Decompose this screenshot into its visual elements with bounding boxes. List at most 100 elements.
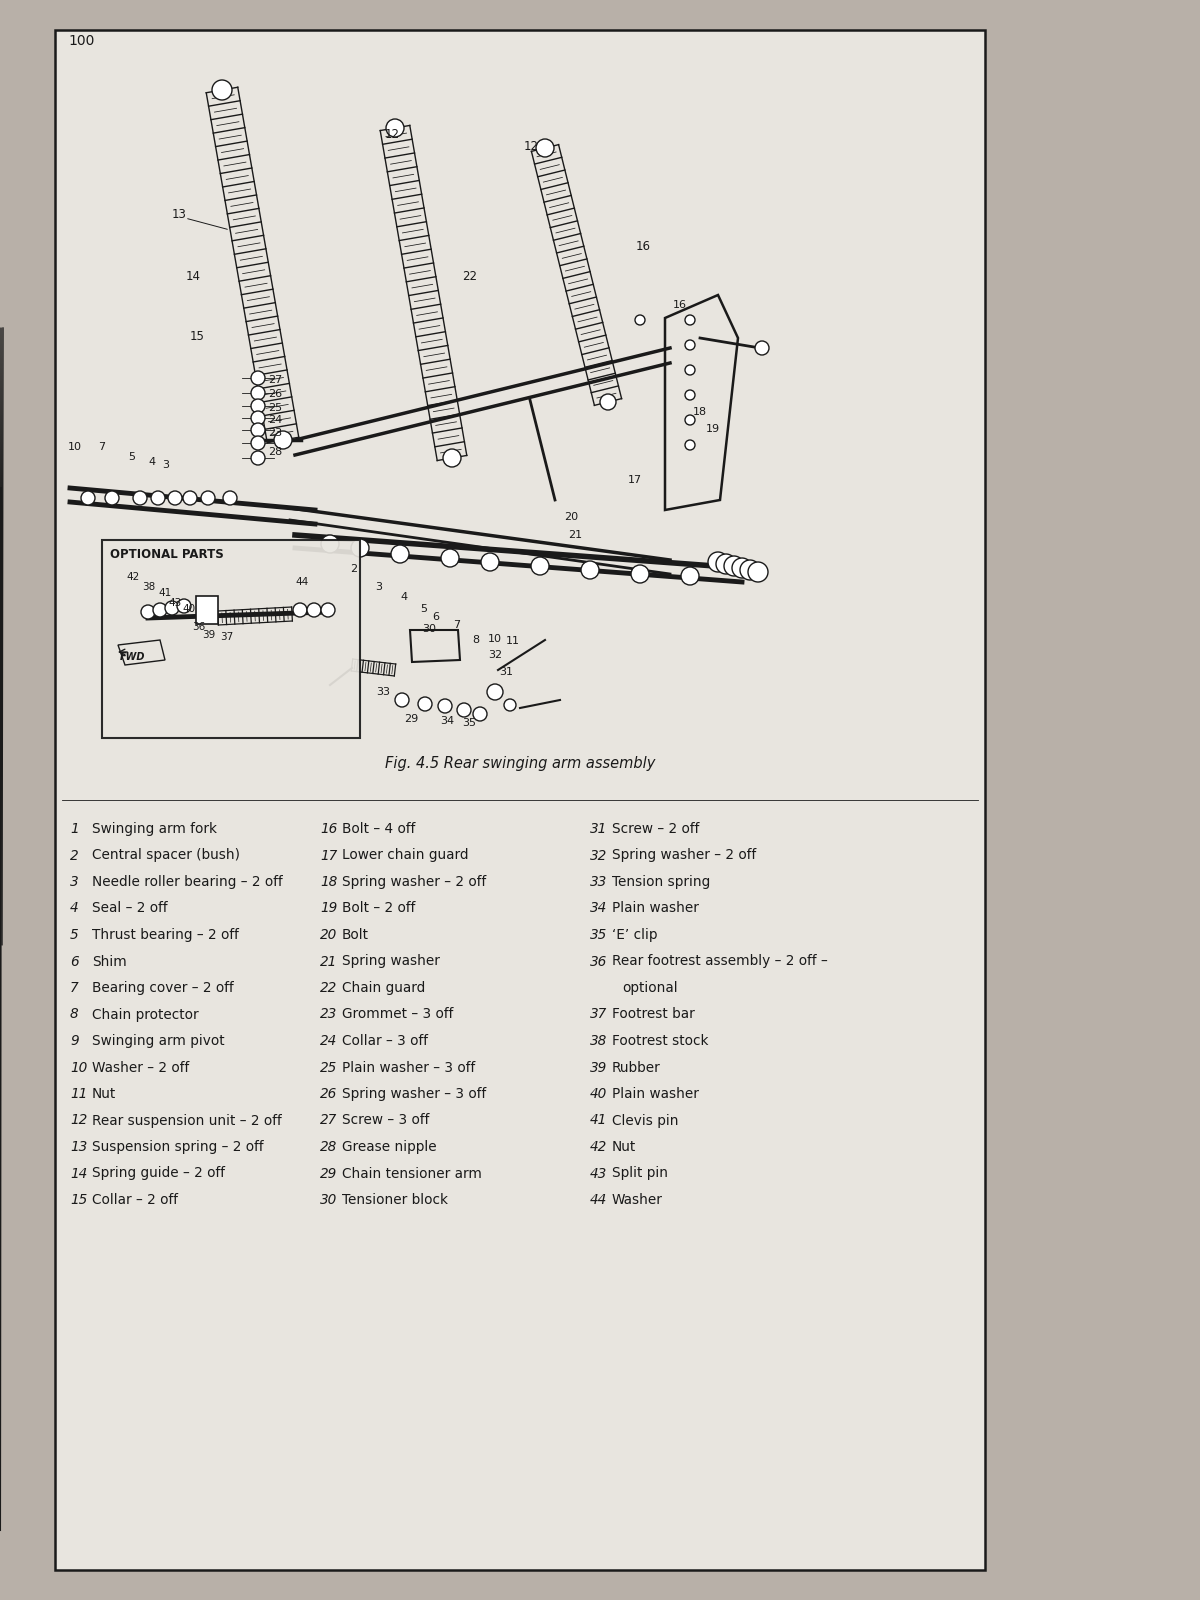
Text: 5: 5 bbox=[70, 928, 79, 942]
Text: 27: 27 bbox=[268, 374, 282, 386]
Circle shape bbox=[251, 451, 265, 466]
Text: 4: 4 bbox=[148, 458, 155, 467]
Text: 29: 29 bbox=[320, 1166, 337, 1181]
Circle shape bbox=[682, 566, 698, 586]
Text: 5: 5 bbox=[420, 603, 427, 614]
Text: 16: 16 bbox=[673, 301, 686, 310]
Text: ‘E’ clip: ‘E’ clip bbox=[612, 928, 658, 942]
Text: 43: 43 bbox=[590, 1166, 607, 1181]
Text: 4: 4 bbox=[400, 592, 407, 602]
Circle shape bbox=[166, 602, 179, 614]
Circle shape bbox=[307, 603, 322, 618]
Circle shape bbox=[352, 539, 370, 557]
Text: Rubber: Rubber bbox=[612, 1061, 661, 1075]
Circle shape bbox=[443, 450, 461, 467]
Text: Grommet – 3 off: Grommet – 3 off bbox=[342, 1008, 454, 1021]
Text: 2: 2 bbox=[350, 565, 358, 574]
Circle shape bbox=[82, 491, 95, 506]
Circle shape bbox=[322, 534, 340, 554]
Text: Thrust bearing – 2 off: Thrust bearing – 2 off bbox=[92, 928, 239, 942]
Text: 8: 8 bbox=[70, 1008, 79, 1021]
Text: Collar – 2 off: Collar – 2 off bbox=[92, 1194, 178, 1206]
Text: Spring washer – 2 off: Spring washer – 2 off bbox=[612, 848, 756, 862]
Text: Fig. 4.5 Rear swinging arm assembly: Fig. 4.5 Rear swinging arm assembly bbox=[385, 757, 655, 771]
Text: 36: 36 bbox=[192, 622, 205, 632]
Text: Rear suspension unit – 2 off: Rear suspension unit – 2 off bbox=[92, 1114, 282, 1128]
Text: 9: 9 bbox=[70, 1034, 79, 1048]
Circle shape bbox=[395, 693, 409, 707]
Text: Washer – 2 off: Washer – 2 off bbox=[92, 1061, 190, 1075]
Circle shape bbox=[530, 557, 550, 574]
Text: 28: 28 bbox=[268, 446, 282, 458]
Text: 20: 20 bbox=[564, 512, 578, 522]
Text: 12: 12 bbox=[385, 128, 400, 141]
Text: Spring guide – 2 off: Spring guide – 2 off bbox=[92, 1166, 226, 1181]
Text: Suspension spring – 2 off: Suspension spring – 2 off bbox=[92, 1139, 264, 1154]
Circle shape bbox=[748, 562, 768, 582]
Text: 26: 26 bbox=[268, 389, 282, 398]
Text: Spring washer: Spring washer bbox=[342, 955, 440, 968]
Text: Footrest stock: Footrest stock bbox=[612, 1034, 708, 1048]
Text: 19: 19 bbox=[706, 424, 720, 434]
Text: 29: 29 bbox=[404, 714, 419, 723]
Text: 3: 3 bbox=[162, 461, 169, 470]
Circle shape bbox=[740, 560, 760, 579]
Text: 31: 31 bbox=[590, 822, 607, 835]
Circle shape bbox=[223, 491, 238, 506]
Text: 30: 30 bbox=[422, 624, 436, 634]
Text: 11: 11 bbox=[506, 635, 520, 646]
Circle shape bbox=[438, 699, 452, 714]
Text: Plain washer: Plain washer bbox=[612, 1086, 698, 1101]
Text: 32: 32 bbox=[488, 650, 502, 659]
Text: 14: 14 bbox=[70, 1166, 88, 1181]
Text: Chain tensioner arm: Chain tensioner arm bbox=[342, 1166, 482, 1181]
Circle shape bbox=[251, 398, 265, 413]
Text: 21: 21 bbox=[320, 955, 337, 968]
Text: Nut: Nut bbox=[612, 1139, 636, 1154]
Circle shape bbox=[251, 371, 265, 386]
Circle shape bbox=[635, 315, 646, 325]
Text: Swinging arm pivot: Swinging arm pivot bbox=[92, 1034, 224, 1048]
Text: 39: 39 bbox=[202, 630, 215, 640]
Text: 44: 44 bbox=[295, 578, 308, 587]
Text: 24: 24 bbox=[320, 1034, 337, 1048]
Text: 12: 12 bbox=[70, 1114, 88, 1128]
Text: Tension spring: Tension spring bbox=[612, 875, 710, 890]
Circle shape bbox=[732, 558, 752, 578]
Text: Central spacer (bush): Central spacer (bush) bbox=[92, 848, 240, 862]
Text: 41: 41 bbox=[590, 1114, 607, 1128]
Text: 3: 3 bbox=[70, 875, 79, 890]
Text: Tensioner block: Tensioner block bbox=[342, 1194, 448, 1206]
Text: 5: 5 bbox=[128, 451, 134, 462]
Circle shape bbox=[581, 562, 599, 579]
Circle shape bbox=[106, 491, 119, 506]
Text: 13: 13 bbox=[172, 208, 187, 221]
Text: Washer: Washer bbox=[612, 1194, 662, 1206]
Circle shape bbox=[685, 414, 695, 426]
Text: Needle roller bearing – 2 off: Needle roller bearing – 2 off bbox=[92, 875, 283, 890]
Circle shape bbox=[487, 685, 503, 701]
Text: FWD: FWD bbox=[120, 653, 145, 662]
Text: 24: 24 bbox=[268, 414, 282, 426]
Text: 17: 17 bbox=[628, 475, 642, 485]
Text: 26: 26 bbox=[320, 1086, 337, 1101]
Text: 15: 15 bbox=[190, 330, 205, 342]
Text: 14: 14 bbox=[186, 270, 202, 283]
Text: 30: 30 bbox=[320, 1194, 337, 1206]
Text: 4: 4 bbox=[70, 901, 79, 915]
Text: 28: 28 bbox=[320, 1139, 337, 1154]
Text: Bolt – 2 off: Bolt – 2 off bbox=[342, 901, 415, 915]
Text: 31: 31 bbox=[499, 667, 514, 677]
Circle shape bbox=[391, 546, 409, 563]
Text: 11: 11 bbox=[70, 1086, 88, 1101]
Text: 40: 40 bbox=[182, 603, 196, 614]
Text: 18: 18 bbox=[320, 875, 337, 890]
Text: Bolt: Bolt bbox=[342, 928, 370, 942]
Text: 19: 19 bbox=[320, 901, 337, 915]
Text: Bearing cover – 2 off: Bearing cover – 2 off bbox=[92, 981, 234, 995]
Circle shape bbox=[536, 139, 554, 157]
Text: 25: 25 bbox=[320, 1061, 337, 1075]
Circle shape bbox=[473, 707, 487, 722]
Text: 37: 37 bbox=[220, 632, 233, 642]
Circle shape bbox=[142, 605, 155, 619]
